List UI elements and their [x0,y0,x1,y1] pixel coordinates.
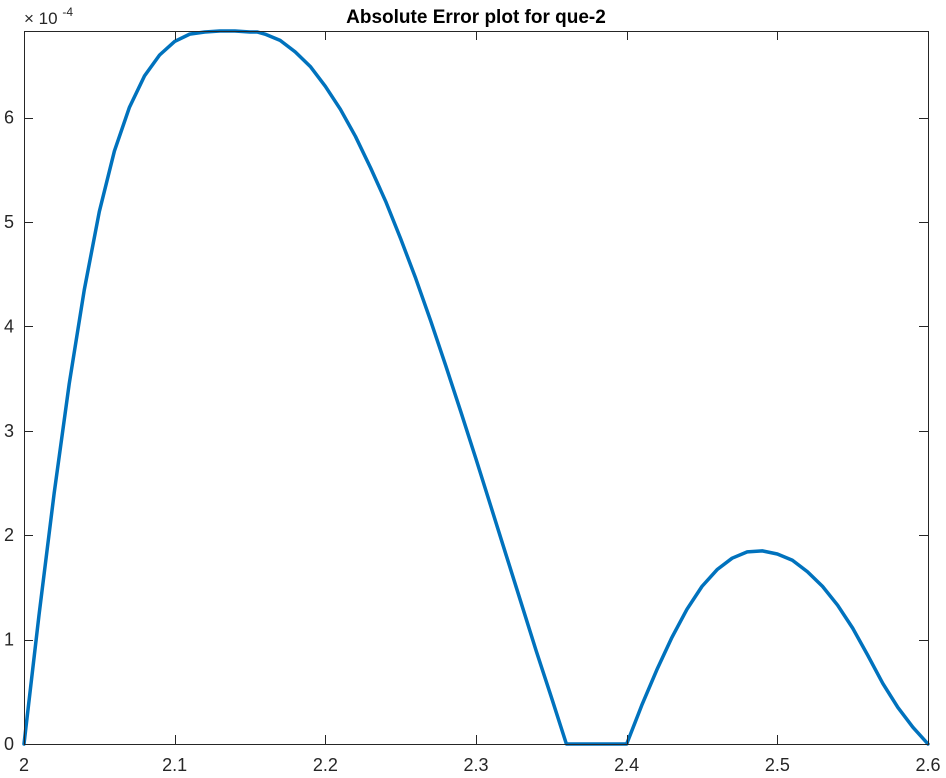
chart-title: Absolute Error plot for que-2 [346,7,606,28]
series-layer [22,29,930,746]
x-tick-label: 2.3 [463,755,488,775]
x-tick-label: 2.6 [915,755,940,775]
x-tick-label: 2.4 [614,755,639,775]
y-axis: 0 1 2 3 4 5 6 [4,108,928,754]
y-tick-label: 3 [4,421,14,441]
y-tick-label: 2 [4,525,14,545]
x-tick-label: 2.5 [765,755,790,775]
y-tick-label: 5 [4,212,14,232]
x-axis: 2 2.1 2.2 2.3 2.4 2.5 2.6 [19,31,941,775]
x-tick-label: 2 [19,755,29,775]
y-tick-label: 1 [4,630,14,650]
y-exponent-base: 10 [39,9,58,28]
plot-area [24,31,928,744]
y-tick-label: 6 [4,108,14,128]
y-exponent-times: × [24,9,34,28]
x-tick-label: 2.1 [162,755,187,775]
y-exponent-power: -4 [62,5,73,19]
y-axis-exponent: × 10 -4 [24,5,73,28]
y-tick-label: 4 [4,316,14,336]
x-tick-label: 2.2 [313,755,338,775]
y-tick-label: 0 [4,734,14,754]
series-line [22,29,930,746]
